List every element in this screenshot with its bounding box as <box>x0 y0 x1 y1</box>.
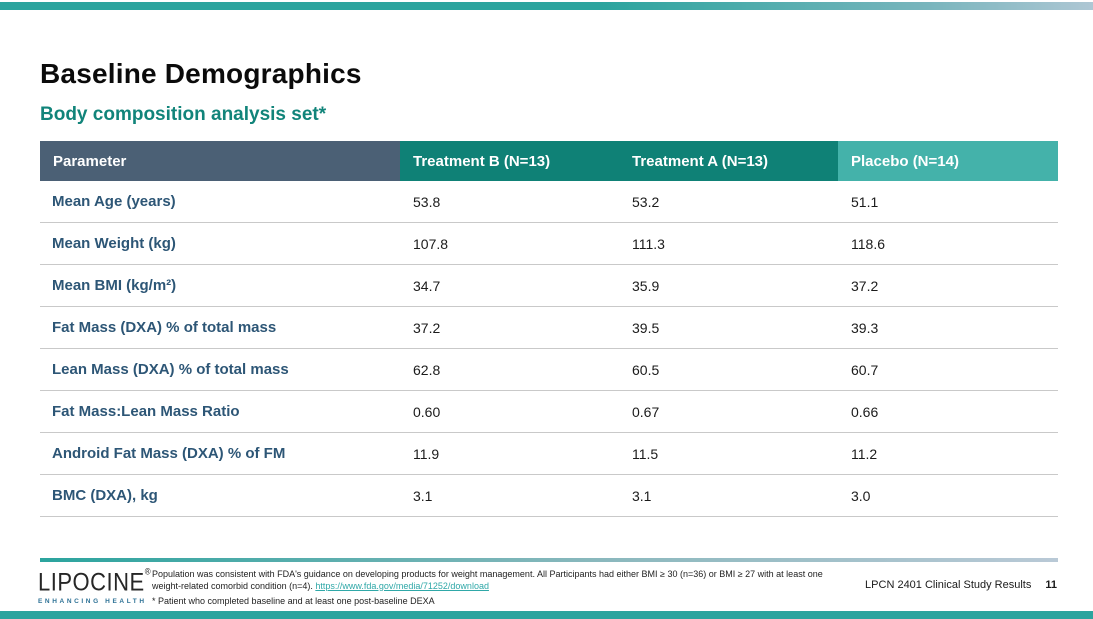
row-label: Lean Mass (DXA) % of total mass <box>40 348 400 391</box>
footnotes: Population was consistent with FDA's gui… <box>152 569 882 608</box>
cell-value: 107.8 <box>400 222 619 265</box>
table-row: Mean Age (years) 53.8 53.2 51.1 <box>40 181 1058 223</box>
table-row: Android Fat Mass (DXA) % of FM 11.9 11.5… <box>40 432 1058 475</box>
deck-title: LPCN 2401 Clinical Study Results <box>865 579 1032 591</box>
cell-value: 11.9 <box>400 432 619 475</box>
footnote-population: Population was consistent with FDA's gui… <box>152 569 882 592</box>
column-header-treatment-b: Treatment B (N=13) <box>400 141 619 181</box>
cell-value: 35.9 <box>619 264 838 307</box>
top-accent-bar <box>0 2 1093 10</box>
slide-reference: LPCN 2401 Clinical Study Results 11 <box>865 579 1057 591</box>
table-row: Fat Mass (DXA) % of total mass 37.2 39.5… <box>40 306 1058 349</box>
fda-guidance-link[interactable]: https://www.fda.gov/media/71252/download <box>315 580 489 591</box>
cell-value: 37.2 <box>400 306 619 349</box>
row-label: Mean BMI (kg/m²) <box>40 264 400 307</box>
cell-value: 39.5 <box>619 306 838 349</box>
cell-value: 37.2 <box>838 264 1058 307</box>
footer-divider <box>40 558 1058 562</box>
cell-value: 118.6 <box>838 222 1058 265</box>
column-header-placebo: Placebo (N=14) <box>838 141 1058 181</box>
cell-value: 53.2 <box>619 181 838 223</box>
cell-value: 3.0 <box>838 474 1058 517</box>
logo-tagline: ENHANCING HEALTH <box>38 598 147 605</box>
cell-value: 11.5 <box>619 432 838 475</box>
cell-value: 34.7 <box>400 264 619 307</box>
logo-text: LIPOCINE <box>38 568 145 596</box>
bottom-accent-bar <box>0 611 1093 619</box>
table-row: Mean Weight (kg) 107.8 111.3 118.6 <box>40 222 1058 265</box>
table-row: BMC (DXA), kg 3.1 3.1 3.0 <box>40 474 1058 517</box>
registered-mark: ® <box>144 566 152 577</box>
row-label: Mean Weight (kg) <box>40 222 400 265</box>
footnote-line1: Population was consistent with FDA's gui… <box>152 569 823 579</box>
page-title: Baseline Demographics <box>40 58 362 89</box>
demographics-table: Parameter Treatment B (N=13) Treatment A… <box>40 141 1058 517</box>
cell-value: 0.67 <box>619 390 838 433</box>
cell-value: 3.1 <box>619 474 838 517</box>
footnote-asterisk: * Patient who completed baseline and at … <box>152 596 435 606</box>
cell-value: 62.8 <box>400 348 619 391</box>
lipocine-wordmark: LIPOCINE® <box>38 566 153 597</box>
cell-value: 51.1 <box>838 181 1058 223</box>
column-header-treatment-a: Treatment A (N=13) <box>619 141 838 181</box>
table-header-row: Parameter Treatment B (N=13) Treatment A… <box>40 141 1058 181</box>
row-label: Fat Mass (DXA) % of total mass <box>40 306 400 349</box>
row-label: BMC (DXA), kg <box>40 474 400 517</box>
table-row: Lean Mass (DXA) % of total mass 62.8 60.… <box>40 348 1058 391</box>
column-header-parameter: Parameter <box>40 141 400 181</box>
table-row: Fat Mass:Lean Mass Ratio 0.60 0.67 0.66 <box>40 390 1058 433</box>
row-label: Fat Mass:Lean Mass Ratio <box>40 390 400 433</box>
cell-value: 0.66 <box>838 390 1058 433</box>
table-row: Mean BMI (kg/m²) 34.7 35.9 37.2 <box>40 264 1058 307</box>
cell-value: 0.60 <box>400 390 619 433</box>
cell-value: 60.5 <box>619 348 838 391</box>
row-label: Mean Age (years) <box>40 181 400 223</box>
lipocine-logo: LIPOCINE® ENHANCING HEALTH <box>38 566 153 605</box>
cell-value: 60.7 <box>838 348 1058 391</box>
page-number: 11 <box>1045 579 1057 591</box>
cell-value: 3.1 <box>400 474 619 517</box>
row-label: Android Fat Mass (DXA) % of FM <box>40 432 400 475</box>
page-subtitle: Body composition analysis set* <box>40 104 327 125</box>
cell-value: 53.8 <box>400 181 619 223</box>
footnote-line2: weight-related comorbid condition (n=4). <box>152 580 316 591</box>
cell-value: 39.3 <box>838 306 1058 349</box>
cell-value: 111.3 <box>619 222 838 265</box>
cell-value: 11.2 <box>838 432 1058 475</box>
